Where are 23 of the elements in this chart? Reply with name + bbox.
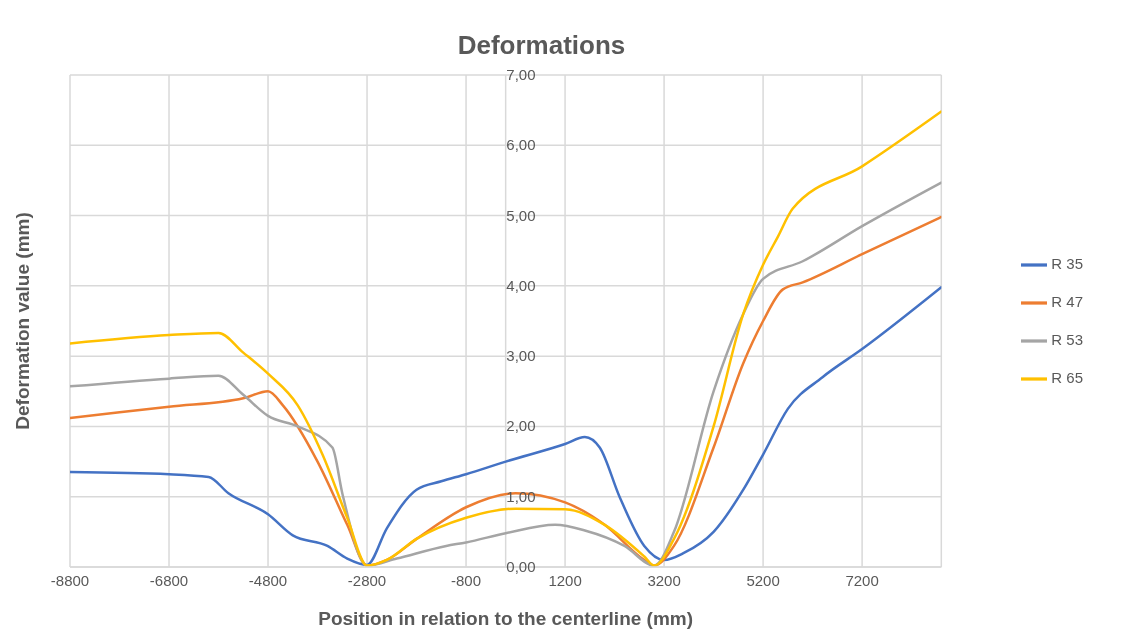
x-tick-label: -800 xyxy=(451,571,482,589)
x-tick-label: -2800 xyxy=(347,571,387,589)
y-axis-title: Deformation value (mm) xyxy=(11,212,33,430)
y-tick-label: 6,00 xyxy=(506,136,536,154)
y-tick-label: 0,00 xyxy=(506,558,536,575)
y-tick-label: 2,00 xyxy=(506,417,536,435)
legend-label: R 35 xyxy=(1051,254,1083,272)
y-tick-label: 7,00 xyxy=(506,66,536,83)
x-tick-label: 1200 xyxy=(548,571,582,589)
x-tick-label: -6800 xyxy=(149,571,189,589)
x-tick-label: 3200 xyxy=(647,571,681,589)
x-tick-label: 7200 xyxy=(845,571,879,589)
x-axis-title: Position in relation to the centerline (mm) xyxy=(318,608,694,629)
legend-label: R 53 xyxy=(1051,330,1083,348)
x-tick-label: -8800 xyxy=(50,571,90,589)
legend-label: R 65 xyxy=(1051,368,1083,386)
legend-label: R 47 xyxy=(1051,292,1083,310)
x-tick-label: 5200 xyxy=(746,571,780,589)
x-tick-label: -4800 xyxy=(248,571,288,589)
y-tick-label: 4,00 xyxy=(506,276,536,294)
y-tick-label: 5,00 xyxy=(506,206,536,224)
y-tick-label: 3,00 xyxy=(506,347,536,365)
chart-title: Deformations xyxy=(456,30,627,61)
